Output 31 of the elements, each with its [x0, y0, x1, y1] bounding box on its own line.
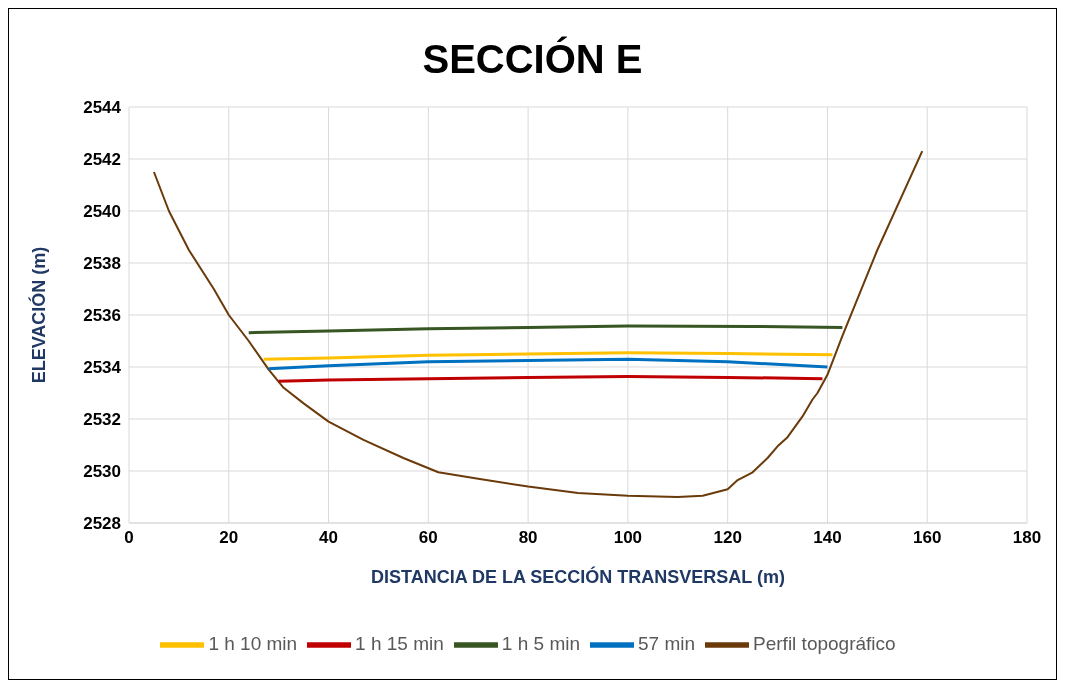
chart-title: SECCIÓN E: [421, 37, 644, 83]
legend-label: 1 h 15 min: [355, 633, 444, 655]
x-tick-label: 100: [613, 528, 643, 548]
line-series: [267, 357, 829, 371]
y-tick-label: 2542: [83, 150, 121, 170]
x-tick-label: 180: [1012, 528, 1042, 548]
x-tick-label: 160: [913, 528, 942, 548]
x-axis-title: DISTANCIA DE LA SECCIÓN TRANSVERSAL (m): [370, 566, 786, 587]
legend-label: Perfil topográfico: [753, 633, 896, 655]
y-tick-label: 2530: [83, 462, 121, 482]
line-series: [262, 351, 834, 361]
y-axis-title: ELEVACIÓN (m): [28, 246, 50, 384]
legend-label: 57 min: [638, 633, 696, 655]
legend-label: 1 h 5 min: [501, 633, 580, 655]
y-tick-label: 2534: [83, 358, 122, 378]
y-tick-label: 2528: [83, 514, 121, 534]
y-tick-label: 2536: [83, 306, 121, 326]
x-tick-label: 40: [319, 528, 339, 548]
x-tick-label: 60: [418, 528, 438, 548]
y-tick-label: 2544: [83, 98, 122, 118]
x-tick-label: 120: [713, 528, 742, 548]
y-tick-label: 2540: [83, 202, 121, 222]
line-series: [152, 150, 924, 498]
x-tick-label: 0: [124, 528, 134, 548]
x-tick-label: 20: [219, 528, 239, 548]
x-tick-label: 80: [518, 528, 538, 548]
line-series: [247, 324, 844, 335]
x-tick-label: 140: [813, 528, 842, 548]
y-tick-label: 2532: [83, 410, 121, 430]
legend-label: 1 h 10 min: [208, 633, 298, 655]
y-tick-label: 2538: [83, 254, 121, 274]
